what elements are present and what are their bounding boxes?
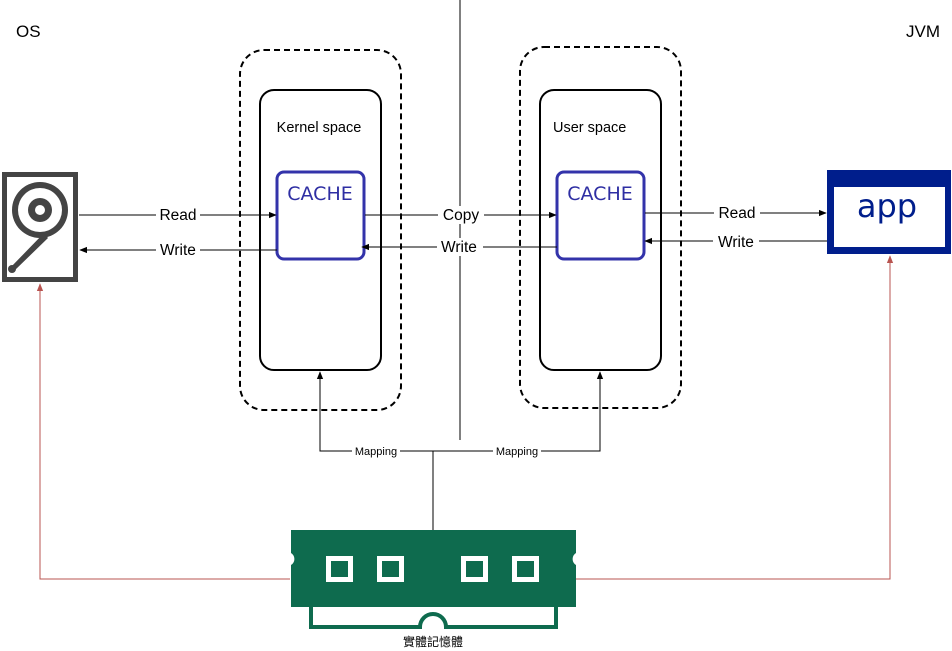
ram-module-icon — [291, 530, 576, 629]
kernel-cache-box — [275, 170, 366, 261]
user-space-title: User space — [553, 120, 626, 136]
mapping-left-label: Mapping — [355, 446, 397, 458]
os-label: OS — [16, 22, 41, 41]
kernel-space-title: Kernel space — [277, 120, 362, 136]
disk-write-label: Write — [160, 242, 196, 259]
hard-disk-icon — [2, 172, 78, 282]
jvm-label: JVM — [906, 22, 940, 41]
memory-to-app-line — [576, 255, 894, 580]
mapping-right-label: Mapping — [496, 446, 538, 458]
app-label: app — [857, 187, 917, 225]
user-cache-label: CACHE — [567, 183, 633, 205]
user-cache-box — [555, 170, 646, 261]
memory-label: 實體記憶體 — [403, 634, 463, 649]
user-write-label: Write — [441, 239, 477, 256]
copy-label: Copy — [443, 207, 479, 224]
app-read-label: Read — [718, 205, 755, 222]
mapping-user-connector — [433, 371, 604, 452]
disk-read-label: Read — [159, 207, 196, 224]
memory-to-disk-line — [36, 283, 290, 580]
kernel-space-group: Kernel space CACHE — [239, 49, 402, 411]
kernel-cache-label: CACHE — [287, 183, 353, 205]
user-space-group: User space CACHE — [519, 46, 682, 409]
app-write-label: Write — [718, 234, 754, 251]
app-box: app — [827, 170, 951, 254]
